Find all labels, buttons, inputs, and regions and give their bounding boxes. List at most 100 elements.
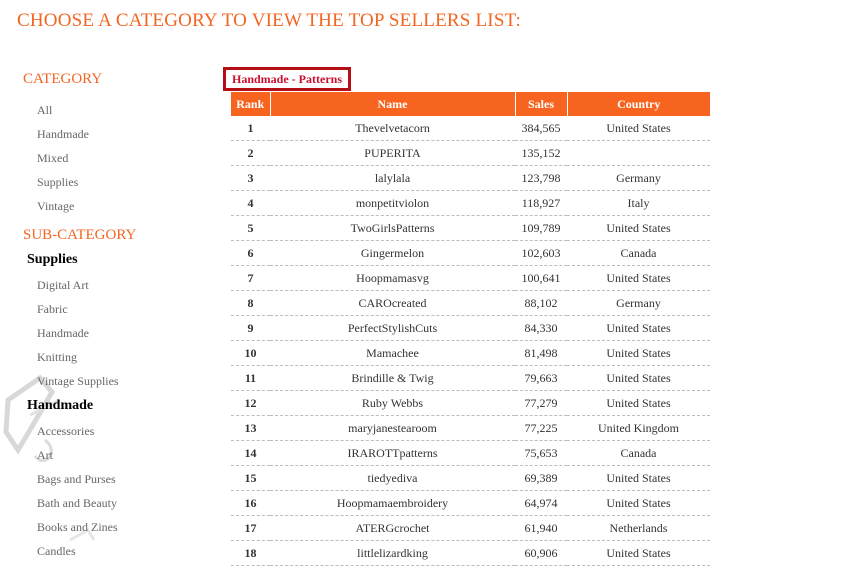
table-body: 1 Thevelvetacorn 384,565 United States 2 PUPE… [231, 116, 710, 566]
table-row[interactable]: 14 IRAROTTpatterns 75,653 Canada [231, 440, 710, 466]
table-row[interactable]: 8 CAROcreated 88,102 Germany [231, 290, 710, 316]
top-sellers-table: Rank Name Sales Country 1 Thevelvetacorn 3… [231, 92, 710, 566]
country-cell: United States [567, 215, 710, 241]
country-cell: Canada [567, 440, 710, 466]
rank-cell: 5 [231, 215, 270, 241]
rank-cell: 8 [231, 290, 270, 316]
subcategory-item-vintage-supplies[interactable]: Vintage Supplies [37, 374, 119, 388]
table-row[interactable]: 10 Mamachee 81,498 United States [231, 340, 710, 366]
column-header-country[interactable]: Country [567, 92, 710, 116]
category-sidebar: CATEGORY All Handmade Mixed Supplies Vin… [0, 0, 220, 563]
subcategory-group-handmade[interactable]: Handmade [27, 398, 94, 413]
table-row[interactable]: 13 maryjanestearoom 77,225 United Kingdom [231, 415, 710, 441]
country-cell: United States [567, 315, 710, 341]
rank-cell: 10 [231, 340, 270, 366]
subcategory-item-knitting[interactable]: Knitting [37, 350, 78, 364]
country-cell: United States [567, 490, 710, 516]
subcategory-item-accessories[interactable]: Accessories [37, 424, 95, 438]
country-cell: Italy [567, 190, 710, 216]
rank-cell: 1 [231, 116, 270, 141]
subcategory-item-digital-art[interactable]: Digital Art [37, 278, 89, 292]
subcategory-item-fabric[interactable]: Fabric [37, 302, 68, 316]
table-row[interactable]: 1 Thevelvetacorn 384,565 United States [231, 116, 710, 141]
category-item-handmade[interactable]: Handmade [37, 127, 89, 141]
subcategory-list: Supplies Digital Art Fabric Handmade Kni… [0, 247, 119, 563]
country-cell: United States [567, 465, 710, 491]
sales-cell: 384,565 [515, 116, 567, 141]
seller-name-cell: Brindille & Twig [270, 365, 515, 391]
table-row[interactable]: 18 littlelizardking 60,906 United States [231, 540, 710, 566]
subcategory-item-bath-and-beauty[interactable]: Bath and Beauty [37, 496, 117, 510]
country-cell: Netherlands [567, 515, 710, 541]
rank-cell: 7 [231, 265, 270, 291]
seller-name-cell: maryjanestearoom [270, 415, 515, 441]
rank-cell: 9 [231, 315, 270, 341]
table-row[interactable]: 2 PUPERITA 135,152 [231, 140, 710, 166]
category-item-mixed[interactable]: Mixed [37, 151, 69, 165]
country-cell: United States [567, 540, 710, 566]
country-cell: United States [567, 116, 710, 141]
category-item-supplies[interactable]: Supplies [37, 175, 79, 189]
table-row[interactable]: 6 Gingermelon 102,603 Canada [231, 240, 710, 266]
table-row[interactable]: 3 lalylala 123,798 Germany [231, 165, 710, 191]
sales-cell: 118,927 [515, 190, 567, 216]
table-row[interactable]: 17 ATERGcrochet 61,940 Netherlands [231, 515, 710, 541]
seller-name-cell: TwoGirlsPatterns [270, 215, 515, 241]
seller-name-cell: tiedyediva [270, 465, 515, 491]
seller-name-cell: lalylala [270, 165, 515, 191]
table-row[interactable]: 16 Hoopmamaembroidery 64,974 United States [231, 490, 710, 516]
seller-name-cell: CAROcreated [270, 290, 515, 316]
subcategory-item-art[interactable]: Art [37, 448, 53, 462]
subcategory-group-supplies[interactable]: Supplies [27, 252, 78, 267]
country-cell: Germany [567, 290, 710, 316]
table-row[interactable]: 11 Brindille & Twig 79,663 United States [231, 365, 710, 391]
table-row[interactable]: 5 TwoGirlsPatterns 109,789 United States [231, 215, 710, 241]
seller-name-cell: Thevelvetacorn [270, 116, 515, 141]
seller-name-cell: PerfectStylishCuts [270, 315, 515, 341]
seller-name-cell: Hoopmamaembroidery [270, 490, 515, 516]
sales-cell: 84,330 [515, 315, 567, 341]
seller-name-cell: IRAROTTpatterns [270, 440, 515, 466]
sales-cell: 81,498 [515, 340, 567, 366]
sales-cell: 100,641 [515, 265, 567, 291]
table-row[interactable]: 15 tiedyediva 69,389 United States [231, 465, 710, 491]
seller-name-cell: littlelizardking [270, 540, 515, 566]
column-header-rank[interactable]: Rank [231, 92, 271, 116]
table-row[interactable]: 12 Ruby Webbs 77,279 United States [231, 390, 710, 416]
rank-cell: 14 [231, 440, 270, 466]
rank-cell: 3 [231, 165, 270, 191]
country-cell [567, 140, 710, 166]
country-cell: United States [567, 340, 710, 366]
country-cell: United States [567, 390, 710, 416]
subcategory-item-bags-and-purses[interactable]: Bags and Purses [37, 472, 116, 486]
sales-cell: 60,906 [515, 540, 567, 566]
sales-cell: 61,940 [515, 515, 567, 541]
seller-name-cell: PUPERITA [270, 140, 515, 166]
sales-cell: 77,225 [515, 415, 567, 441]
table-caption: Handmade - Patterns [223, 67, 351, 91]
rank-cell: 2 [231, 140, 270, 166]
country-cell: Canada [567, 240, 710, 266]
country-cell: Germany [567, 165, 710, 191]
column-header-sales[interactable]: Sales [515, 92, 568, 116]
subcategory-item-books-and-zines[interactable]: Books and Zines [37, 520, 118, 534]
table-row[interactable]: 9 PerfectStylishCuts 84,330 United States [231, 315, 710, 341]
rank-cell: 15 [231, 465, 270, 491]
subcategory-heading: SUB-CATEGORY [23, 227, 137, 243]
seller-name-cell: Ruby Webbs [270, 390, 515, 416]
sales-cell: 79,663 [515, 365, 567, 391]
sales-cell: 123,798 [515, 165, 567, 191]
rank-cell: 13 [231, 415, 270, 441]
column-header-name[interactable]: Name [270, 92, 516, 116]
seller-name-cell: ATERGcrochet [270, 515, 515, 541]
subcategory-item-candles[interactable]: Candles [37, 544, 76, 558]
sales-cell: 75,653 [515, 440, 567, 466]
subcategory-item-handmade[interactable]: Handmade [37, 326, 89, 340]
rank-cell: 16 [231, 490, 270, 516]
category-item-vintage[interactable]: Vintage [37, 199, 75, 213]
seller-name-cell: Mamachee [270, 340, 515, 366]
table-row[interactable]: 7 Hoopmamasvg 100,641 United States [231, 265, 710, 291]
category-item-all[interactable]: All [37, 103, 53, 117]
country-cell: United Kingdom [567, 415, 710, 441]
table-row[interactable]: 4 monpetitviolon 118,927 Italy [231, 190, 710, 216]
